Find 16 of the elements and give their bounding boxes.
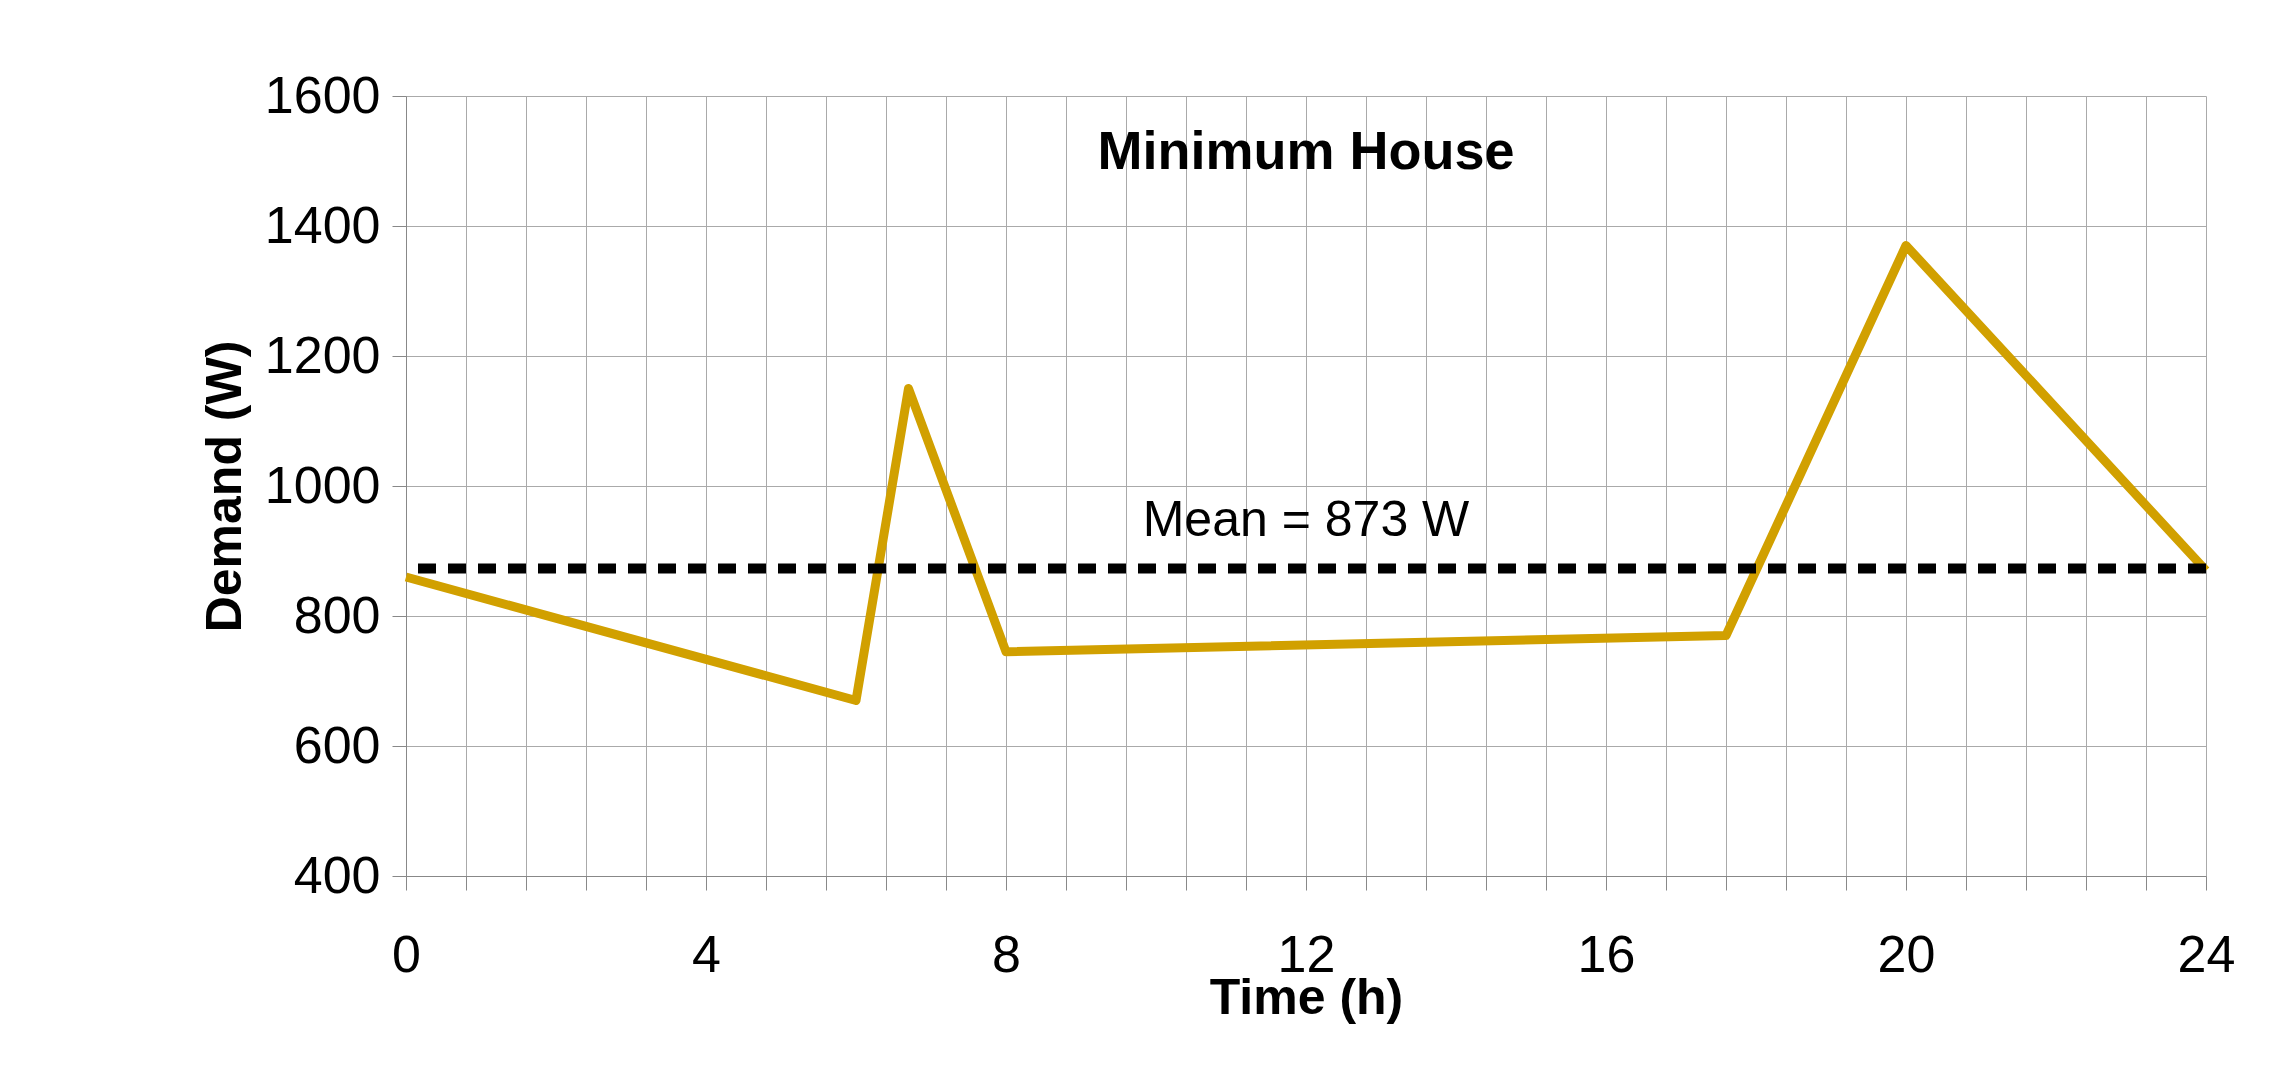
y-tick-label: 1200 [264, 325, 381, 384]
x-tick-label: 20 [1877, 924, 1936, 983]
y-tick-label: 400 [293, 845, 381, 904]
x-tick-label: 24 [2177, 924, 2236, 983]
y-tick-label: 1000 [264, 455, 381, 514]
y-tick-label: 1400 [264, 195, 381, 254]
y-axis-title: Demand (W) [195, 340, 252, 633]
x-tick-label: 16 [1577, 924, 1636, 983]
x-tick-label: 4 [692, 924, 721, 983]
ref-line-label: Mean = 873 W [1142, 490, 1471, 547]
y-tick-label: 800 [293, 585, 381, 644]
x-tick-label: 0 [392, 924, 421, 983]
y-tick-label: 600 [293, 715, 381, 774]
y-tick-label: 1600 [264, 65, 381, 124]
chart-title: Minimum House [1097, 120, 1515, 180]
x-tick-label: 8 [992, 924, 1021, 983]
